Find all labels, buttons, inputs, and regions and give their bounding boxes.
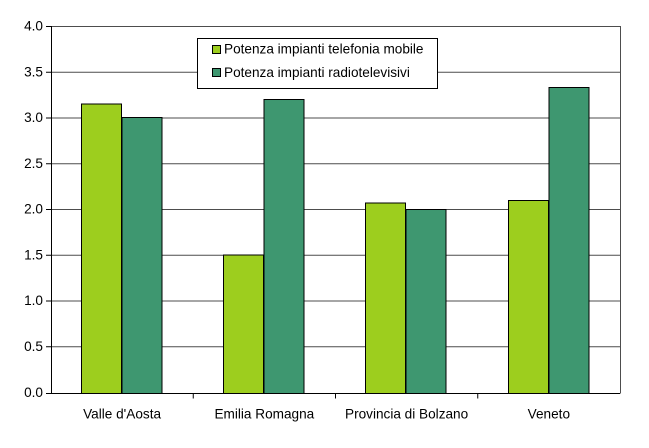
svg-text:2.5: 2.5 (24, 156, 43, 171)
svg-text:Veneto: Veneto (528, 407, 570, 422)
svg-text:4.0: 4.0 (24, 19, 43, 34)
svg-text:Potenza impianti telefonia mob: Potenza impianti telefonia mobile (224, 42, 424, 57)
svg-text:Potenza impianti radiotelevisi: Potenza impianti radiotelevisivi (224, 65, 410, 80)
svg-text:1.5: 1.5 (24, 247, 43, 262)
svg-text:Valle d'Aosta: Valle d'Aosta (83, 407, 161, 422)
svg-text:3.0: 3.0 (24, 110, 43, 125)
svg-text:1.0: 1.0 (24, 293, 43, 308)
svg-text:Emilia Romagna: Emilia Romagna (214, 407, 314, 422)
svg-text:3.5: 3.5 (24, 64, 43, 79)
svg-text:0.0: 0.0 (24, 385, 43, 400)
svg-text:Provincia di Bolzano: Provincia di Bolzano (345, 407, 468, 422)
svg-text:0.5: 0.5 (24, 339, 43, 354)
svg-text:2.0: 2.0 (24, 202, 43, 217)
